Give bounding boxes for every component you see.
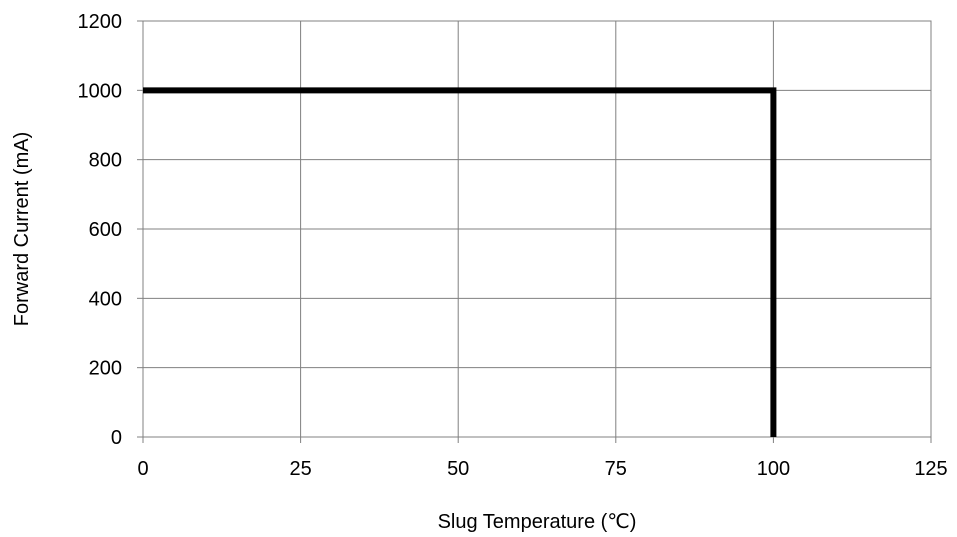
series-line-0: [143, 87, 777, 437]
x-tick-label-4: 100: [757, 458, 790, 480]
y-tick-label-3: 600: [89, 219, 122, 241]
y-tick-label-6: 1200: [78, 11, 123, 33]
x-axis-title: Slug Temperature (℃): [438, 511, 637, 533]
series-layer: [143, 87, 777, 437]
y-tick-label-0: 0: [111, 427, 122, 449]
x-axis-ticks: 0 25 50 75 100 125: [137, 437, 948, 480]
x-tick-label-2: 50: [447, 458, 469, 480]
x-tick-label-5: 125: [914, 458, 947, 480]
grid-lines: [142, 20, 932, 438]
x-tick-label-1: 25: [289, 458, 311, 480]
x-tick-label-0: 0: [137, 458, 148, 480]
y-tick-label-5: 1000: [78, 80, 123, 102]
x-tick-label-3: 75: [605, 458, 627, 480]
y-axis-title: Forward Current (mA): [11, 132, 33, 326]
y-axis-ticks: 0 200 400 600 800 1000 1200: [78, 11, 143, 449]
y-tick-label-1: 200: [89, 358, 122, 380]
y-tick-label-2: 400: [89, 288, 122, 310]
y-tick-label-4: 800: [89, 150, 122, 172]
